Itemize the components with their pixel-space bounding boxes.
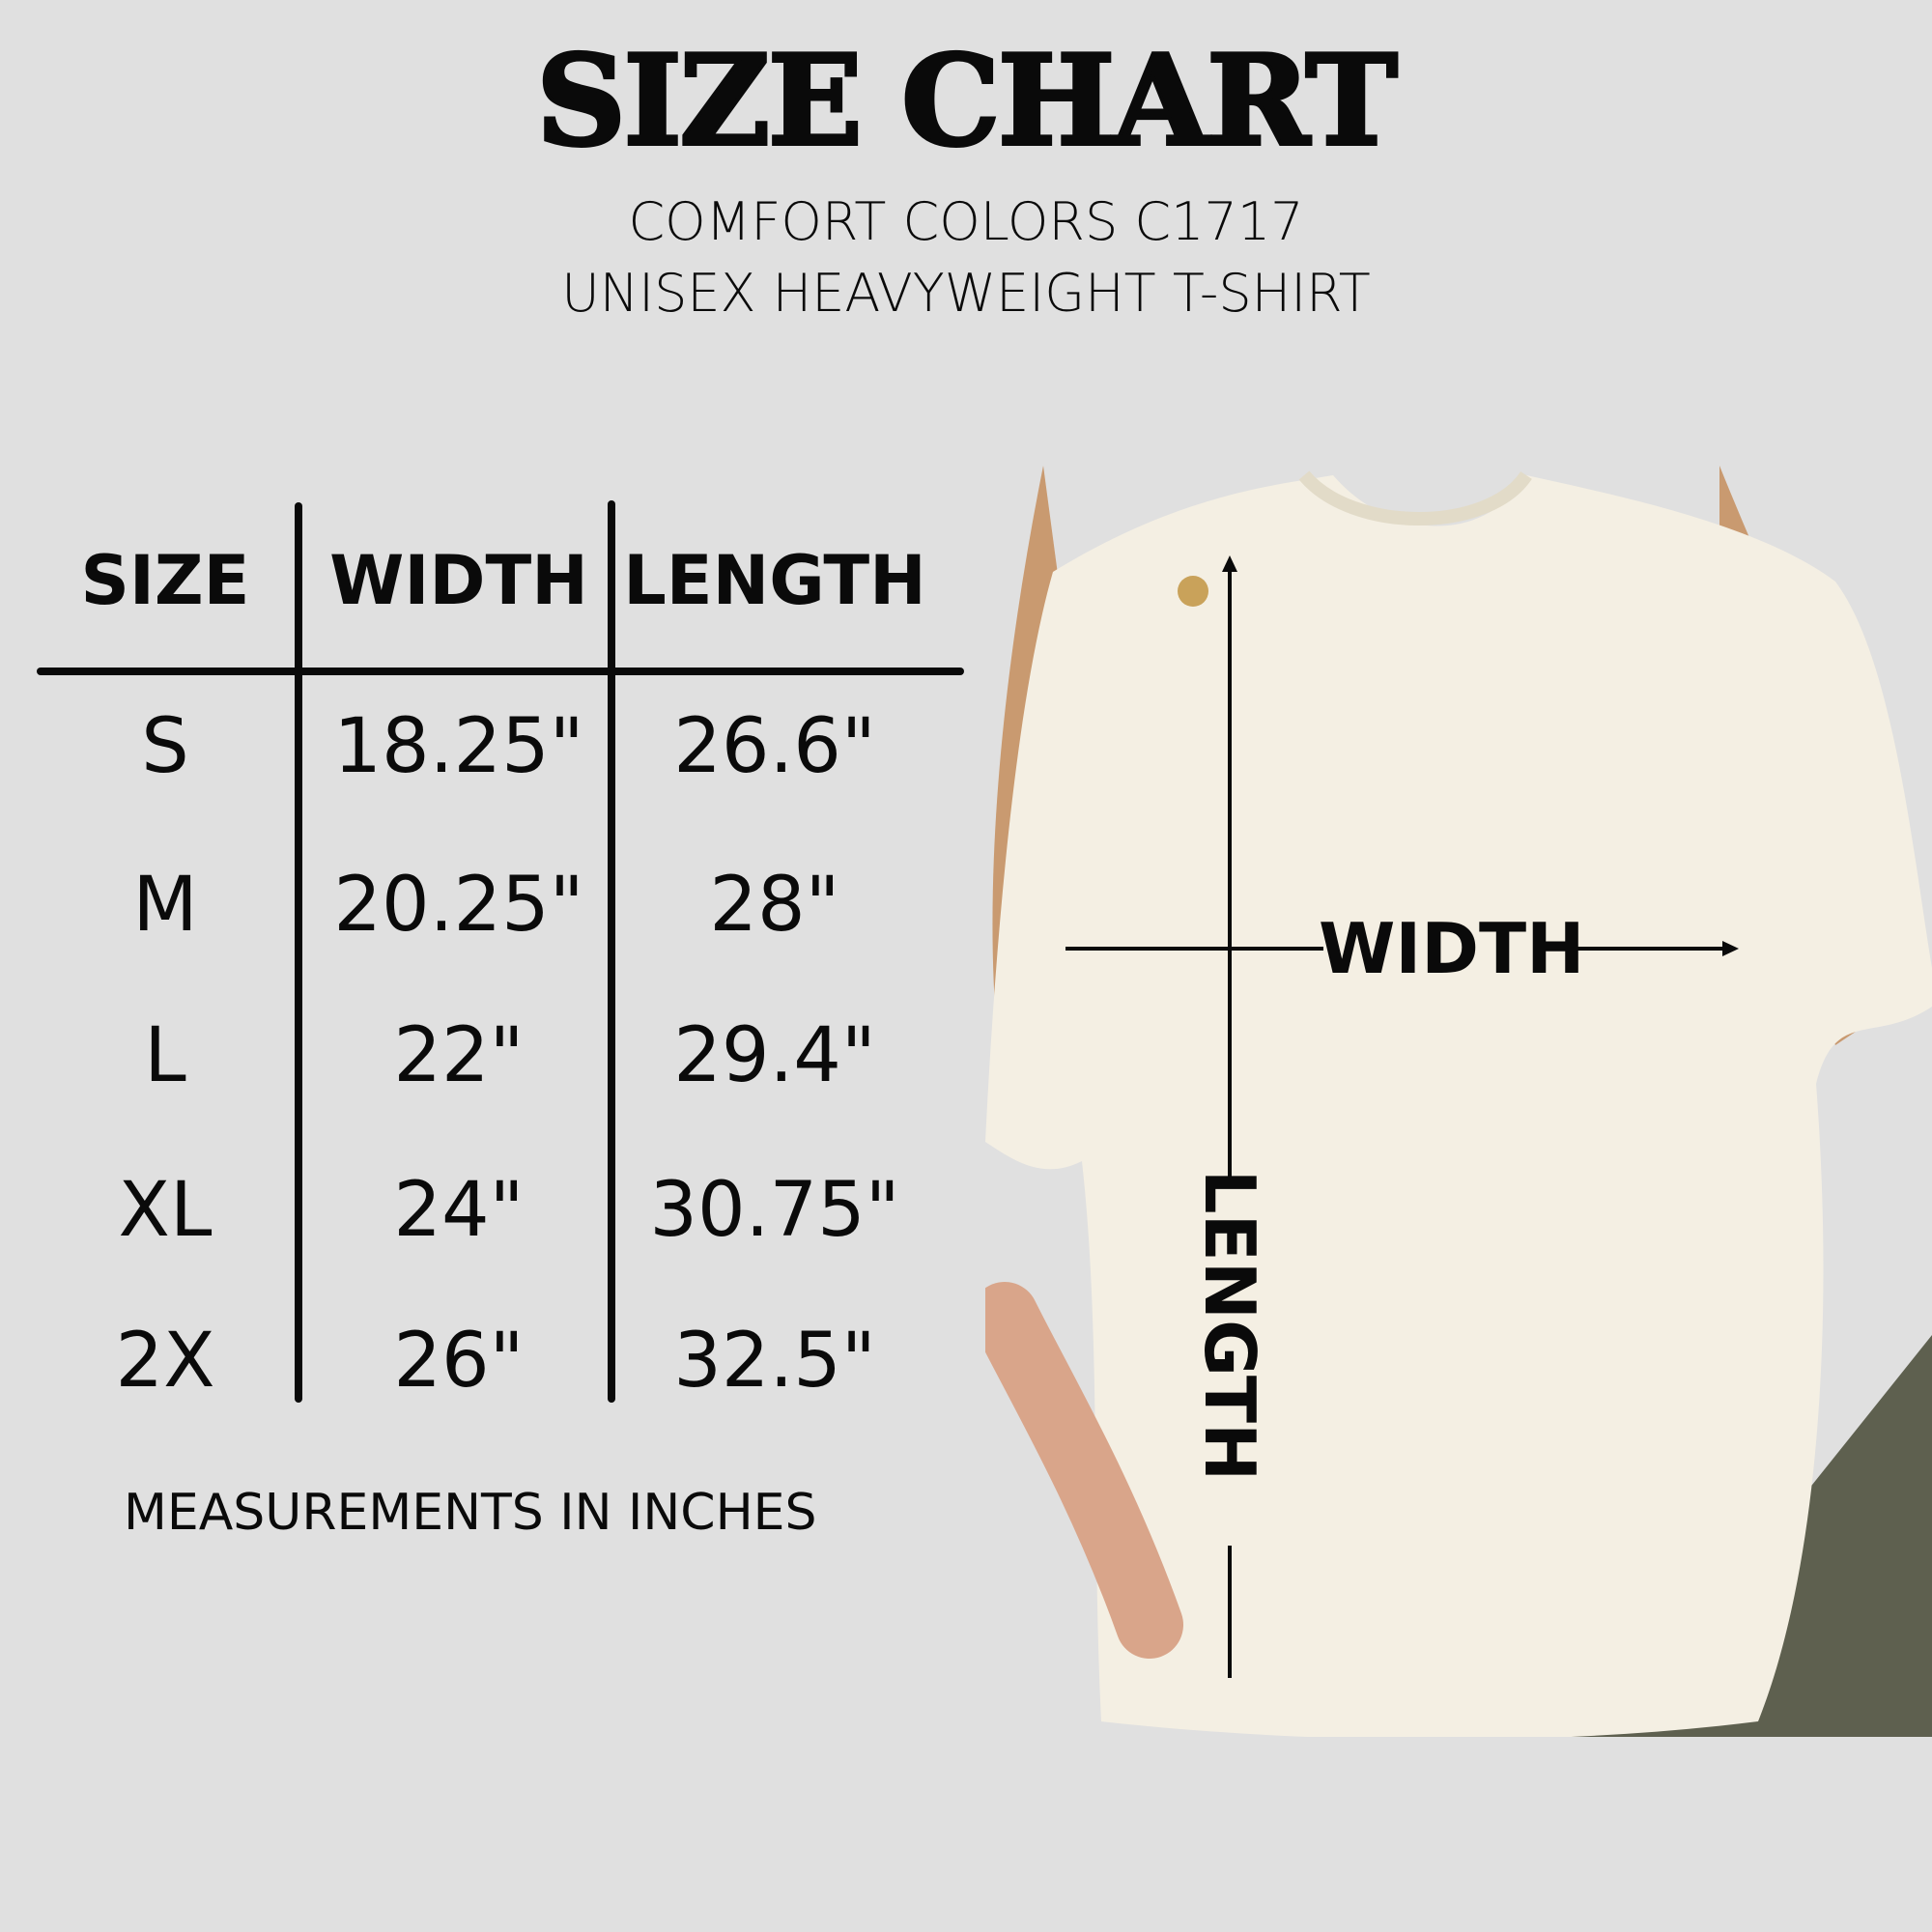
- product-name: COMFORT COLORS C1717: [628, 191, 1304, 252]
- cell-length: 28": [709, 862, 840, 949]
- cell-width: 22": [393, 1012, 525, 1099]
- measurements-note: MEASUREMENTS IN INCHES: [124, 1484, 817, 1542]
- cell-length: 32.5": [673, 1318, 876, 1405]
- column-divider: [608, 500, 615, 1403]
- cell-size: 2X: [115, 1318, 215, 1405]
- product-description: UNISEX HEAVYWEIGHT T-SHIRT: [561, 263, 1371, 324]
- cell-length: 29.4": [673, 1012, 876, 1099]
- cell-width: 24": [393, 1167, 525, 1254]
- width-label: WIDTH: [1319, 908, 1585, 989]
- length-label: LENGTH: [1189, 1169, 1270, 1482]
- cell-size: XL: [118, 1167, 213, 1254]
- cell-width: 20.25": [333, 862, 584, 949]
- cell-size: M: [132, 862, 198, 949]
- arrow-right-icon: [1722, 941, 1739, 956]
- header-length: LENGTH: [623, 541, 926, 620]
- cell-width: 26": [393, 1318, 525, 1405]
- cell-length: 30.75": [649, 1167, 900, 1254]
- header-divider: [37, 668, 964, 675]
- header-width: WIDTH: [329, 541, 588, 620]
- arrow-up-icon: [1222, 555, 1237, 572]
- header-size: SIZE: [80, 541, 250, 620]
- page-title: SIZE CHART: [534, 27, 1399, 176]
- cell-width: 18.25": [333, 703, 584, 790]
- cell-size: L: [144, 1012, 186, 1099]
- column-divider: [295, 502, 302, 1403]
- measurement-arrows: [1065, 555, 1739, 1678]
- cell-length: 26.6": [673, 703, 876, 790]
- cell-size: S: [141, 703, 189, 790]
